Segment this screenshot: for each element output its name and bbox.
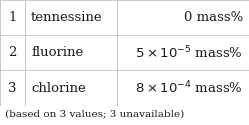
Text: chlorine: chlorine xyxy=(31,82,86,94)
Text: fluorine: fluorine xyxy=(31,46,83,59)
Text: (based on 3 values; 3 unavailable): (based on 3 values; 3 unavailable) xyxy=(5,110,184,119)
Text: tennessine: tennessine xyxy=(31,11,103,24)
Text: $5\times10^{-5}$ mass%: $5\times10^{-5}$ mass% xyxy=(135,44,243,61)
Text: 3: 3 xyxy=(8,82,17,94)
Text: $8\times10^{-4}$ mass%: $8\times10^{-4}$ mass% xyxy=(135,80,243,96)
Text: 1: 1 xyxy=(8,11,17,24)
Text: 2: 2 xyxy=(8,46,17,59)
Text: 0 mass%: 0 mass% xyxy=(184,11,243,24)
